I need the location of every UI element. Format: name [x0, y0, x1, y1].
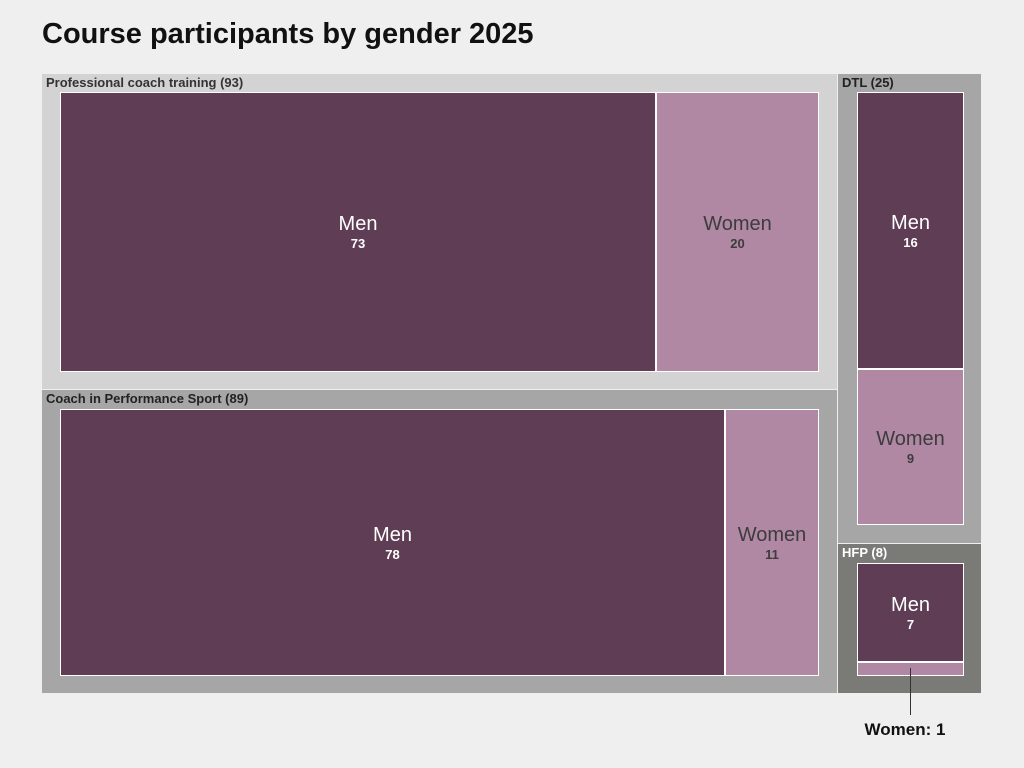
- leaf-label: Men 78: [61, 523, 724, 563]
- leaf-name: Men: [891, 593, 930, 616]
- leaf-name: Men: [338, 213, 378, 235]
- leaf-men: Men 78: [60, 409, 725, 676]
- leaf-label: Men 16: [858, 211, 963, 251]
- leaf-label: Men 73: [61, 212, 655, 252]
- leaf-women: Women 9: [857, 369, 964, 525]
- group-label: DTL (25): [842, 75, 894, 90]
- leaf-value: 78: [385, 546, 400, 562]
- leaf-women: Women 11: [725, 409, 819, 676]
- leaf-women: Women 20: [656, 92, 819, 372]
- group-label: Coach in Performance Sport (89): [46, 391, 249, 406]
- leaf-label: Women 20: [657, 212, 818, 252]
- leaf-women: [857, 662, 964, 676]
- leaf-name: Men: [891, 211, 930, 234]
- leaf-value: 7: [906, 616, 915, 632]
- group-label: Professional coach training (93): [46, 75, 244, 90]
- group-label: HFP (8): [842, 545, 888, 560]
- leaf-value: 20: [730, 236, 745, 251]
- leaf-name: Women: [703, 213, 772, 235]
- leaf-name: Men: [373, 523, 412, 546]
- leaf-men: Men 73: [60, 92, 656, 372]
- leaf-name: Women: [876, 428, 945, 450]
- leaf-value: 11: [765, 546, 779, 562]
- leaf-label: Women 9: [858, 427, 963, 467]
- leaf-name: Women: [737, 523, 807, 546]
- leaf-label: Women 11: [726, 523, 818, 563]
- annotation-leader-line: [909, 668, 911, 715]
- annotation-label: Women: 1: [864, 720, 946, 739]
- leaf-value: 16: [903, 234, 918, 250]
- leaf-label: Men 7: [858, 593, 963, 633]
- chart-title: Course participants by gender 2025: [42, 18, 534, 50]
- leaf-men: Men 16: [857, 92, 964, 369]
- leaf-men: Men 7: [857, 563, 964, 662]
- leaf-value: 73: [350, 236, 366, 251]
- leaf-value: 9: [906, 451, 915, 466]
